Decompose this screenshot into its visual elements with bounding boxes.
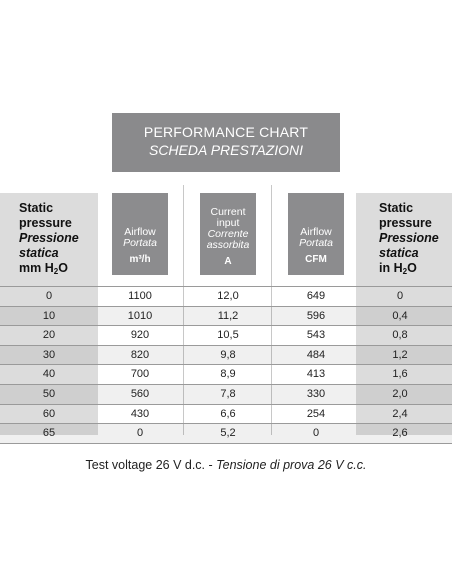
table-cell: 0,8 bbox=[392, 329, 408, 342]
table-cell: 484 bbox=[306, 348, 326, 361]
table-cell: 10 bbox=[42, 309, 56, 322]
header-unit: m³/h bbox=[129, 254, 151, 265]
header-text-italic: statica bbox=[19, 246, 59, 260]
table-row: 20 920 10,5 543 0,8 bbox=[0, 325, 452, 345]
table-cell: 5,2 bbox=[220, 427, 236, 440]
table-cell: 1,2 bbox=[392, 348, 408, 361]
header-unit: CFM bbox=[305, 254, 327, 265]
table-cell: 6,6 bbox=[220, 407, 236, 420]
table-cell: 920 bbox=[130, 329, 150, 342]
table-cell: 60 bbox=[42, 407, 56, 420]
header-text: Static bbox=[19, 201, 54, 215]
performance-table: 0 1100 12,0 649 0 10 1010 11,2 596 0,4 2… bbox=[0, 286, 452, 444]
header-text-italic: Pressione bbox=[379, 231, 439, 245]
column-divider bbox=[183, 185, 184, 435]
table-cell: 649 bbox=[306, 290, 326, 302]
table-row: 50 560 7,8 330 2,0 bbox=[0, 383, 452, 404]
table-cell: 30 bbox=[42, 348, 56, 361]
chart-title-en: PERFORMANCE CHART bbox=[143, 124, 309, 140]
table-cell: 2,0 bbox=[392, 387, 408, 400]
table-row: 10 1010 11,2 596 0,4 bbox=[0, 305, 452, 326]
table-cell: 596 bbox=[306, 309, 326, 322]
table-row: 60 430 6,6 254 2,4 bbox=[0, 403, 452, 424]
table-cell: 1010 bbox=[127, 309, 153, 322]
table-cell: 330 bbox=[306, 387, 326, 400]
table-row: 0 1100 12,0 649 0 bbox=[0, 286, 452, 306]
table-cell: 7,8 bbox=[220, 387, 236, 400]
right-column-background bbox=[356, 193, 452, 435]
table-cell: 560 bbox=[130, 387, 150, 400]
header-unit: A bbox=[224, 256, 232, 267]
table-row: 65 0 5,2 0 2,6 bbox=[0, 423, 452, 444]
current-input-header: Current input Corrente assorbita A bbox=[200, 193, 256, 275]
header-text: pressure bbox=[379, 216, 432, 230]
table-cell: 40 bbox=[42, 368, 56, 381]
static-pressure-mm-header: Static pressure Pressione statica mm H2O bbox=[19, 201, 79, 279]
chart-title-it: SCHEDA PRESTAZIONI bbox=[148, 142, 304, 158]
table-cell: 10,5 bbox=[217, 329, 239, 342]
table-row: 40 700 8,9 413 1,6 bbox=[0, 364, 452, 384]
header-text: Airflow bbox=[300, 226, 332, 238]
header-text-italic: statica bbox=[379, 246, 419, 260]
table-cell: 0 bbox=[312, 427, 320, 440]
table-cell: 65 bbox=[42, 427, 56, 440]
footer-text: Test voltage 26 V d.c. - bbox=[85, 458, 217, 472]
header-text-italic: Portata bbox=[123, 237, 157, 249]
table-cell: 820 bbox=[130, 348, 150, 361]
header-text: pressure bbox=[19, 216, 72, 230]
table-cell: 0,4 bbox=[392, 309, 408, 322]
header-unit: in H2O bbox=[379, 261, 417, 276]
table-cell: 413 bbox=[306, 368, 326, 381]
header-text-italic: Pressione bbox=[19, 231, 79, 245]
table-cell: 543 bbox=[306, 329, 326, 342]
table-cell: 9,8 bbox=[220, 348, 236, 361]
left-column-background bbox=[0, 193, 98, 435]
table-cell: 12,0 bbox=[217, 290, 239, 302]
table-cell: 430 bbox=[130, 407, 150, 420]
static-pressure-in-header: Static pressure Pressione statica in H2O bbox=[379, 201, 439, 279]
header-text: input bbox=[216, 217, 240, 229]
header-text-italic: assorbita bbox=[206, 239, 250, 251]
table-cell: 254 bbox=[306, 407, 326, 420]
header-text: Current bbox=[210, 206, 246, 218]
chart-title-box: PERFORMANCE CHART SCHEDA PRESTAZIONI bbox=[112, 113, 340, 172]
footer-text-italic: Tensione di prova 26 V c.c. bbox=[216, 458, 367, 472]
table-cell: 50 bbox=[42, 387, 56, 400]
airflow-m3h-header: Airflow Portata m³/h bbox=[112, 193, 168, 275]
table-cell: 700 bbox=[130, 368, 150, 381]
table-cell: 0 bbox=[136, 427, 144, 440]
header-text: Static bbox=[379, 201, 414, 215]
table-cell: 2,6 bbox=[392, 427, 408, 440]
table-cell: 2,4 bbox=[392, 407, 408, 420]
header-text-italic: Corrente bbox=[207, 228, 249, 240]
table-cell: 8,9 bbox=[220, 368, 236, 381]
header-text-italic: Portata bbox=[299, 237, 333, 249]
airflow-cfm-header: Airflow Portata CFM bbox=[288, 193, 344, 275]
table-cell: 1,6 bbox=[392, 368, 408, 381]
header-text: Airflow bbox=[124, 226, 156, 238]
table-row: 30 820 9,8 484 1,2 bbox=[0, 344, 452, 365]
test-voltage-note: Test voltage 26 V d.c. - Tensione di pro… bbox=[0, 458, 452, 472]
table-cell: 20 bbox=[42, 329, 56, 342]
table-cell: 1100 bbox=[128, 290, 152, 302]
column-divider bbox=[271, 185, 272, 435]
table-cell: 0 bbox=[45, 290, 53, 302]
table-cell: 0 bbox=[396, 290, 404, 302]
table-cell: 11,2 bbox=[217, 309, 239, 322]
header-unit: mm H2O bbox=[19, 261, 68, 276]
